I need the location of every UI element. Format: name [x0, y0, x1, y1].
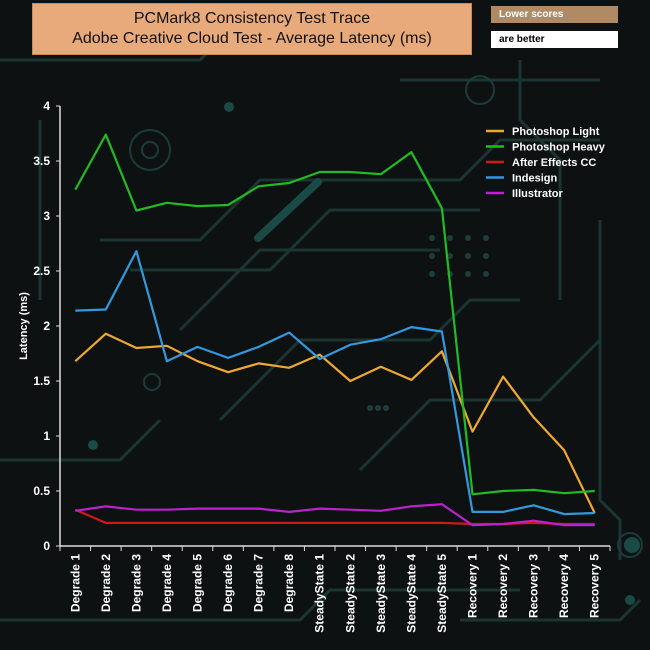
x-tick-label: Degrade 8	[282, 554, 296, 612]
y-tick-label: 2.5	[33, 264, 50, 278]
x-tick-label: Degrade 4	[160, 554, 174, 612]
y-tick-label: 1	[43, 429, 50, 443]
x-tick-label: Degrade 7	[252, 554, 266, 612]
lower-scores-badge: Lower scores	[491, 6, 618, 23]
x-tick-label: Recovery 5	[588, 554, 602, 618]
y-tick-label: 3.5	[33, 154, 50, 168]
y-tick-label: 2	[43, 319, 50, 333]
legend-label: Photoshop Light	[512, 126, 600, 138]
legend-label: Indesign	[512, 173, 558, 185]
x-tick-label: Degrade 2	[99, 554, 113, 612]
chart-title-line1: PCMark8 Consistency Test Trace	[133, 10, 371, 27]
x-tick-label: Recovery 1	[466, 554, 480, 618]
legend-label: Illustrator	[512, 188, 563, 200]
x-tick-label: Degrade 6	[221, 554, 235, 612]
y-tick-label: 0.5	[33, 484, 50, 498]
legend-label: Photoshop Heavy	[512, 142, 606, 154]
x-tick-label: Degrade 5	[191, 554, 205, 612]
x-tick-label: SteadyState 5	[435, 554, 449, 633]
series-line-photoshop-light	[74, 332, 596, 514]
y-tick-label: 4	[43, 99, 50, 113]
x-tick-label: Recovery 3	[527, 554, 541, 618]
legend-label: After Effects CC	[512, 157, 596, 169]
y-tick-label: 3	[43, 209, 50, 223]
series-line-photoshop-heavy	[74, 133, 595, 496]
y-tick-label: 0	[43, 539, 50, 553]
chart-title-box: PCMark8 Consistency Test Trace Adobe Cre…	[32, 3, 472, 55]
chart-title-line2: Adobe Creative Cloud Test - Average Late…	[72, 30, 432, 47]
x-tick-label: SteadyState 1	[313, 554, 327, 633]
x-tick-label: Degrade 3	[129, 554, 143, 612]
series-line-indesign	[75, 250, 595, 516]
y-axis-label: Latency (ms)	[18, 292, 30, 360]
x-tick-label: Recovery 2	[496, 554, 510, 618]
series-line-illustrator	[75, 503, 595, 527]
are-better-badge: are better	[491, 31, 618, 48]
x-tick-label: Recovery 4	[557, 554, 571, 618]
y-tick-label: 1.5	[33, 374, 50, 388]
x-tick-label: Degrade 1	[68, 554, 82, 612]
x-tick-label: SteadyState 3	[374, 554, 388, 633]
x-tick-label: SteadyState 2	[343, 554, 357, 633]
x-tick-label: SteadyState 4	[404, 554, 418, 633]
